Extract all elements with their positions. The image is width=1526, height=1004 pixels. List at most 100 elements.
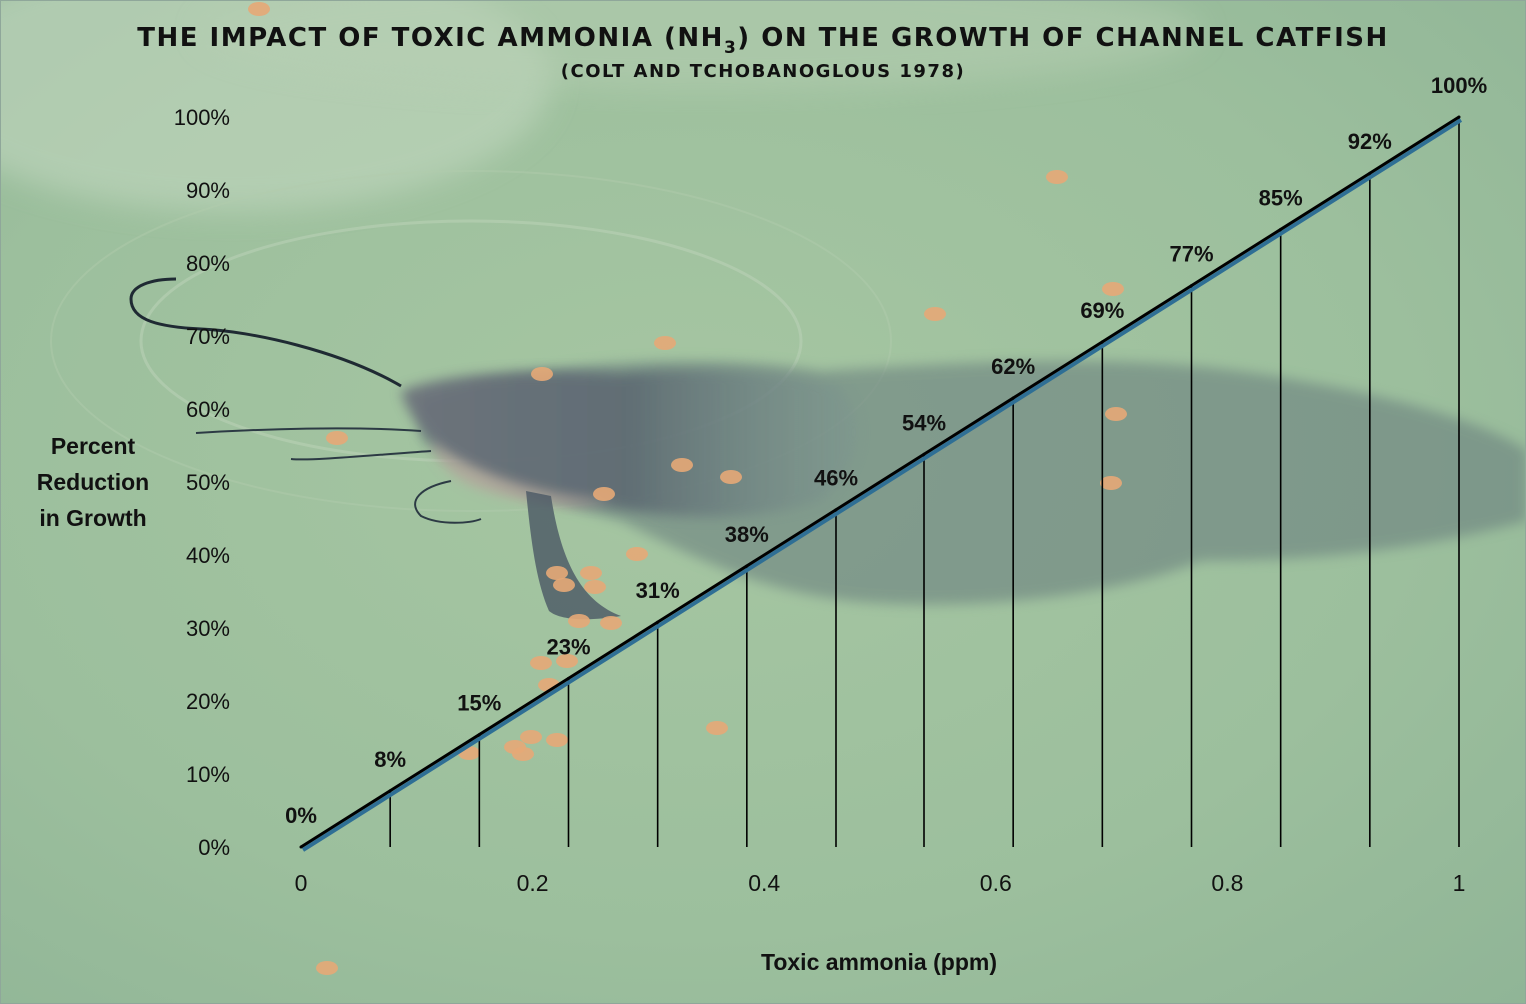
pellet xyxy=(546,733,568,747)
x-tick-label: 1 xyxy=(1453,870,1466,896)
y-tick-label: 80% xyxy=(186,251,230,276)
pellet xyxy=(654,336,676,350)
pellet xyxy=(580,566,602,580)
series-line xyxy=(300,115,1460,849)
pellet xyxy=(248,2,270,16)
data-label: 54% xyxy=(902,410,946,435)
data-point xyxy=(656,620,660,624)
x-tick-label: 0 xyxy=(295,870,308,896)
data-label: 0% xyxy=(285,803,317,828)
chart-title-subscript: 3 xyxy=(724,38,737,58)
data-label: 46% xyxy=(814,466,858,491)
y-tick-label: 40% xyxy=(186,543,230,568)
water-splash-top xyxy=(201,1,1201,91)
fish-barbel xyxy=(414,480,482,524)
y-axis-title-line: Percent xyxy=(51,433,136,459)
pellet xyxy=(546,566,568,580)
data-point xyxy=(834,508,838,512)
data-label: 100% xyxy=(1431,73,1487,98)
pellet xyxy=(1105,407,1127,421)
data-point xyxy=(922,452,926,456)
data-label: 15% xyxy=(457,691,501,716)
chart-subtitle: (COLT AND TCHOBANOGLOUS 1978) xyxy=(561,61,965,82)
chart-title-main: THE IMPACT OF TOXIC AMMONIA (NH xyxy=(137,23,724,53)
data-label: 77% xyxy=(1169,242,1213,267)
pellet xyxy=(316,961,338,975)
data-point xyxy=(1457,115,1461,119)
pellet xyxy=(326,431,348,445)
data-label: 62% xyxy=(991,354,1035,379)
series-line-group xyxy=(299,115,1463,852)
y-tick-label: 100% xyxy=(174,105,230,130)
pellet xyxy=(720,470,742,484)
y-tick-label: 20% xyxy=(186,689,230,714)
x-tick-label: 0.2 xyxy=(517,870,549,896)
fish-barbel xyxy=(129,277,402,388)
pellet xyxy=(584,580,606,594)
ripple xyxy=(50,170,892,512)
food-pellets xyxy=(248,2,1127,975)
fish-barbel xyxy=(290,450,432,461)
x-tick-label: 0.8 xyxy=(1211,870,1243,896)
chart-title: THE IMPACT OF TOXIC AMMONIA (NH3) ON THE… xyxy=(137,23,1389,58)
pellet xyxy=(520,730,542,744)
y-axis-title-line: Reduction xyxy=(37,469,149,495)
data-label: 92% xyxy=(1348,129,1392,154)
y-tick-label: 30% xyxy=(186,616,230,641)
pellet xyxy=(924,307,946,321)
pellet xyxy=(1102,282,1124,296)
data-label: 69% xyxy=(1080,298,1124,323)
data-point xyxy=(1100,340,1104,344)
fish-belly xyxy=(431,441,611,506)
pellet xyxy=(600,616,622,630)
y-tick-label: 70% xyxy=(186,324,230,349)
pellet xyxy=(530,656,552,670)
x-axis-title: Toxic ammonia (ppm) xyxy=(761,949,997,975)
pellet xyxy=(512,747,534,761)
data-point xyxy=(477,733,481,737)
y-tick-label: 60% xyxy=(186,397,230,422)
data-label: 23% xyxy=(546,634,590,659)
y-axis-title-line: in Growth xyxy=(39,505,146,531)
pellet xyxy=(706,721,728,735)
y-tick-label: 0% xyxy=(198,835,230,860)
y-tick-label: 90% xyxy=(186,178,230,203)
chart-title-rest: ) ON THE GROWTH OF CHANNEL CATFISH xyxy=(737,23,1388,53)
data-label: 38% xyxy=(725,522,769,547)
drop-lines xyxy=(389,117,1460,847)
pellet xyxy=(1100,476,1122,490)
pellet xyxy=(1046,170,1068,184)
y-tick-label: 10% xyxy=(186,762,230,787)
x-tick-label: 0.4 xyxy=(748,870,780,896)
fish-barbel xyxy=(195,427,422,434)
data-point xyxy=(388,789,392,793)
y-tick-label: 50% xyxy=(186,470,230,495)
pellet xyxy=(568,614,590,628)
pellet xyxy=(671,458,693,472)
pellet xyxy=(626,547,648,561)
pellet xyxy=(531,367,553,381)
pellet xyxy=(556,654,578,668)
x-tick-label: 0.6 xyxy=(980,870,1012,896)
data-label: 31% xyxy=(636,578,680,603)
data-point xyxy=(1368,171,1372,175)
data-point xyxy=(566,676,570,680)
pellet xyxy=(553,578,575,592)
data-point xyxy=(745,564,749,568)
data-point xyxy=(1279,227,1283,231)
series-line-shadow xyxy=(301,118,1463,852)
data-point xyxy=(1190,284,1194,288)
fish-body xyxy=(401,369,859,517)
y-axis-ticks: 0% 10% 20% 30% 40% 50% 60% 70% 80% 90% 100% xyxy=(174,105,230,860)
data-point xyxy=(1011,396,1015,400)
pellet xyxy=(593,487,615,501)
data-point xyxy=(299,845,303,849)
fish-fin xyxy=(526,491,621,620)
data-label: 85% xyxy=(1259,185,1303,210)
y-axis-title: Percent Reduction in Growth xyxy=(37,433,149,531)
x-axis-ticks: 0 0.2 0.4 0.6 0.8 1 xyxy=(295,870,1466,896)
data-label: 8% xyxy=(374,747,406,772)
